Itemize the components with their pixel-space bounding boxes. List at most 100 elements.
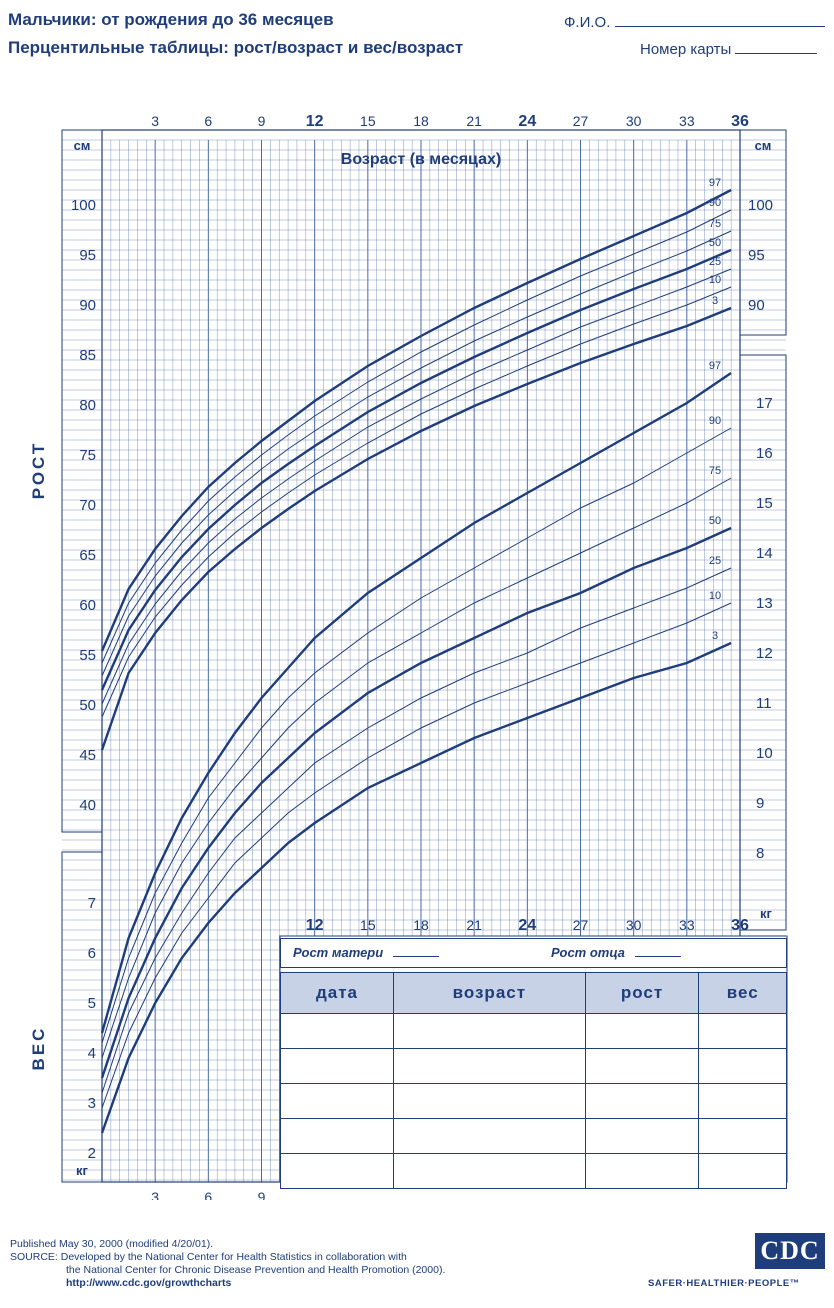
column-weight: вес xyxy=(698,972,787,1014)
x-tick-label-top: 9 xyxy=(258,113,266,129)
weight-axis-title: ВЕС xyxy=(29,1026,48,1071)
x-tick-label-bottom: 9 xyxy=(258,1189,266,1200)
height-curve-p75 xyxy=(101,230,732,677)
x-tick-label-bottom: 6 xyxy=(204,1189,212,1200)
weight-curve-p10 xyxy=(101,602,732,1109)
table-cell[interactable] xyxy=(584,1153,700,1189)
x-tick-label-top: 27 xyxy=(573,113,589,129)
table-cell[interactable] xyxy=(280,1048,394,1084)
table-cell[interactable] xyxy=(698,1048,787,1084)
weight-label-p75: 75 xyxy=(709,465,721,477)
height-label-p3: 3 xyxy=(712,295,718,307)
table-row xyxy=(280,1118,787,1154)
height-tick-right: 90 xyxy=(748,297,765,314)
x-tick-label-bottom: 15 xyxy=(360,917,376,933)
table-cell[interactable] xyxy=(698,1153,787,1189)
x-tick-label-top: 30 xyxy=(626,113,642,129)
height-curve-p10 xyxy=(101,286,732,718)
height-tick-left: 100 xyxy=(71,197,96,214)
source-link[interactable]: http://www.cdc.gov/growthcharts xyxy=(66,1277,232,1289)
x-tick-label-top: 21 xyxy=(466,113,482,129)
height-tick-left: 40 xyxy=(79,797,96,814)
table-cell[interactable] xyxy=(584,1118,700,1154)
name-blank[interactable] xyxy=(614,12,825,27)
table-cell[interactable] xyxy=(584,1083,700,1119)
height-unit-left: см xyxy=(74,138,91,153)
height-label-p10: 10 xyxy=(709,274,721,286)
table-cell[interactable] xyxy=(392,1013,586,1049)
height-label-p97: 97 xyxy=(709,177,721,189)
x-tick-label-top: 6 xyxy=(204,113,212,129)
right-weight-axis-frame xyxy=(739,354,787,931)
weight-tick-left: 5 xyxy=(88,995,96,1012)
table-cell[interactable] xyxy=(392,1153,586,1189)
weight-label-p10: 10 xyxy=(709,590,721,602)
height-tick-left: 95 xyxy=(79,247,96,264)
weight-label-p3: 3 xyxy=(712,630,718,642)
weight-tick-right: 10 xyxy=(756,745,773,762)
name-field[interactable]: Ф.И.О. xyxy=(564,12,825,31)
height-tick-left: 45 xyxy=(79,747,96,764)
weight-tick-left: 3 xyxy=(88,1095,96,1112)
x-tick-label-top: 33 xyxy=(679,113,695,129)
height-tick-left: 60 xyxy=(79,597,96,614)
weight-tick-left: 2 xyxy=(88,1145,96,1162)
column-age: возраст xyxy=(392,972,586,1014)
x-tick-label-top: 24 xyxy=(518,113,536,130)
table-cell[interactable] xyxy=(584,1048,700,1084)
height-curve-p25 xyxy=(101,268,732,705)
table-cell[interactable] xyxy=(584,1013,700,1049)
publish-note: Published May 30, 2000 (modified 4/20/01… xyxy=(10,1238,214,1250)
parent-heights-row: Рост матери Рост отца xyxy=(280,938,787,968)
height-tick-left: 75 xyxy=(79,447,96,464)
weight-tick-left: 7 xyxy=(88,895,96,912)
x-tick-label-bottom: 30 xyxy=(626,917,642,933)
height-tick-left: 55 xyxy=(79,647,96,664)
weight-tick-right: 11 xyxy=(756,695,772,712)
card-number-field[interactable]: Номер карты xyxy=(640,39,818,58)
height-tick-right: 100 xyxy=(748,197,773,214)
height-curve-p90 xyxy=(101,209,732,664)
height-curve-p97 xyxy=(100,188,732,652)
weight-curve-p97 xyxy=(100,372,732,1034)
table-cell[interactable] xyxy=(698,1083,787,1119)
measurement-record-table: дата возраст рост вес xyxy=(280,972,787,1189)
table-cell[interactable] xyxy=(280,1153,394,1189)
height-tick-left: 65 xyxy=(79,547,96,564)
height-tick-left: 85 xyxy=(79,347,96,364)
height-axis-title: РОСТ xyxy=(29,441,48,500)
weight-label-p97: 97 xyxy=(709,360,721,372)
table-cell[interactable] xyxy=(280,1083,394,1119)
table-cell[interactable] xyxy=(392,1118,586,1154)
height-unit-right: см xyxy=(755,138,772,153)
x-tick-label-bottom: 18 xyxy=(413,917,429,933)
height-curve-p50 xyxy=(100,248,732,691)
x-tick-label-bottom: 21 xyxy=(466,917,482,933)
table-row xyxy=(280,1083,787,1119)
height-tick-left: 80 xyxy=(79,397,96,414)
height-tick-left: 90 xyxy=(79,297,96,314)
height-tick-left: 70 xyxy=(79,497,96,514)
table-cell[interactable] xyxy=(698,1013,787,1049)
table-cell[interactable] xyxy=(698,1118,787,1154)
height-curve-p3 xyxy=(100,306,732,751)
table-cell[interactable] xyxy=(280,1013,394,1049)
weight-curve-p50 xyxy=(100,526,732,1079)
x-tick-label-bottom: 12 xyxy=(306,917,324,934)
card-number-blank[interactable] xyxy=(735,39,818,54)
weight-tick-right: 15 xyxy=(756,495,773,512)
weight-tick-right: 13 xyxy=(756,595,773,612)
column-date: дата xyxy=(280,972,394,1014)
x-tick-label-top: 15 xyxy=(360,113,376,129)
table-cell[interactable] xyxy=(392,1048,586,1084)
x-tick-label-bottom: 33 xyxy=(679,917,695,933)
chart-title: Возраст (в месяцах) xyxy=(341,151,501,168)
table-cell[interactable] xyxy=(280,1118,394,1154)
weight-tick-right: 14 xyxy=(756,545,773,562)
weight-curve-p90 xyxy=(101,427,732,1044)
table-cell[interactable] xyxy=(392,1083,586,1119)
x-tick-label-top: 18 xyxy=(413,113,429,129)
left-height-axis-frame xyxy=(61,129,103,833)
mother-height-label: Рост матери xyxy=(293,945,440,960)
table-header-row: дата возраст рост вес xyxy=(280,972,787,1014)
